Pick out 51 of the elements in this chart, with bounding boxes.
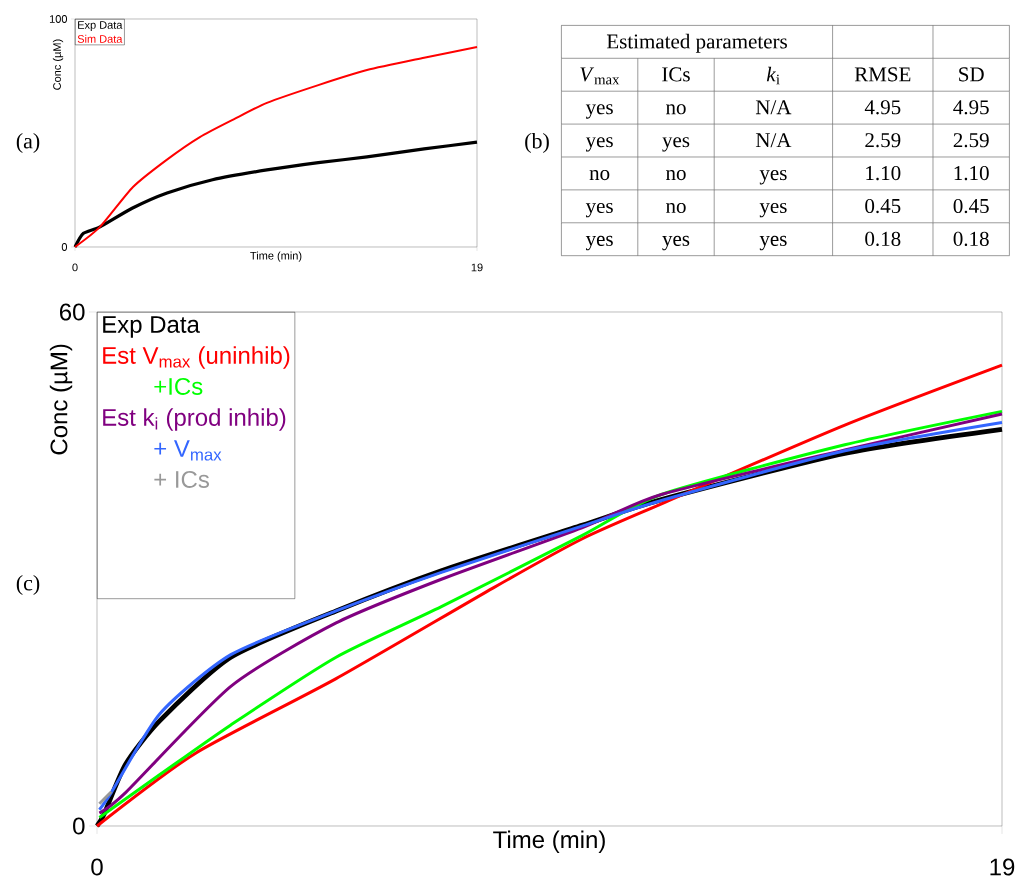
text: yes	[585, 137, 613, 152]
x-axis-title: Time (min)	[493, 830, 605, 853]
text: yes	[662, 235, 690, 251]
y-axis-title: Conc (µM)	[52, 39, 64, 90]
text: no	[665, 170, 686, 181]
y-axis-title: Conc (µM)	[49, 344, 73, 455]
text: 0.18	[953, 231, 989, 247]
text: yes	[759, 235, 787, 251]
y-tick-label: 0	[61, 243, 68, 251]
text: no	[589, 170, 610, 181]
text: Exp Data	[78, 21, 123, 32]
text: 0.18	[865, 231, 901, 247]
text: k$_{i}$	[766, 66, 780, 85]
text: +ICs	[154, 377, 203, 395]
text: no	[665, 104, 686, 115]
text: yes	[759, 202, 787, 218]
text: yes	[585, 202, 613, 218]
text: 2.59	[953, 133, 989, 148]
text: N/A	[755, 100, 792, 115]
text: (c)	[16, 575, 40, 595]
text: (b)	[525, 133, 549, 153]
x-tick-label: 19	[471, 263, 483, 272]
text: V$_{max}$	[580, 67, 620, 85]
text: yes	[759, 170, 787, 185]
x-axis-title: Time (min)	[250, 251, 302, 262]
text: RMSE	[854, 67, 911, 82]
y-tick-label: 100	[49, 15, 68, 23]
text: + ICs	[154, 470, 209, 488]
text: Sim Data	[77, 34, 123, 43]
text: 0.45	[953, 198, 989, 214]
text: Estimated parameters	[606, 33, 787, 53]
text: (a)	[16, 133, 40, 153]
text: N/A	[755, 133, 792, 148]
text: SD	[959, 67, 984, 82]
text: 4.95	[864, 100, 901, 115]
text: 2.59	[865, 133, 901, 148]
text: Est V$_{max}$ (uninhib)	[103, 346, 290, 369]
text: 4.95	[953, 100, 989, 115]
text: Exp Data	[103, 316, 200, 338]
text: 0.45	[865, 198, 901, 214]
y-tick-label: 60	[60, 303, 85, 321]
x-tick-label: 19	[990, 858, 1015, 876]
text: ICs	[662, 67, 690, 82]
text: 1.10	[954, 165, 989, 181]
text: yes	[585, 104, 613, 119]
text: Est k$_{i}$ (prod inhib)	[103, 408, 286, 431]
text: no	[665, 202, 686, 214]
text: yes	[585, 235, 613, 251]
text: + V$_{max}$	[154, 440, 222, 461]
text: yes	[662, 137, 690, 152]
text: 1.10	[866, 165, 901, 181]
